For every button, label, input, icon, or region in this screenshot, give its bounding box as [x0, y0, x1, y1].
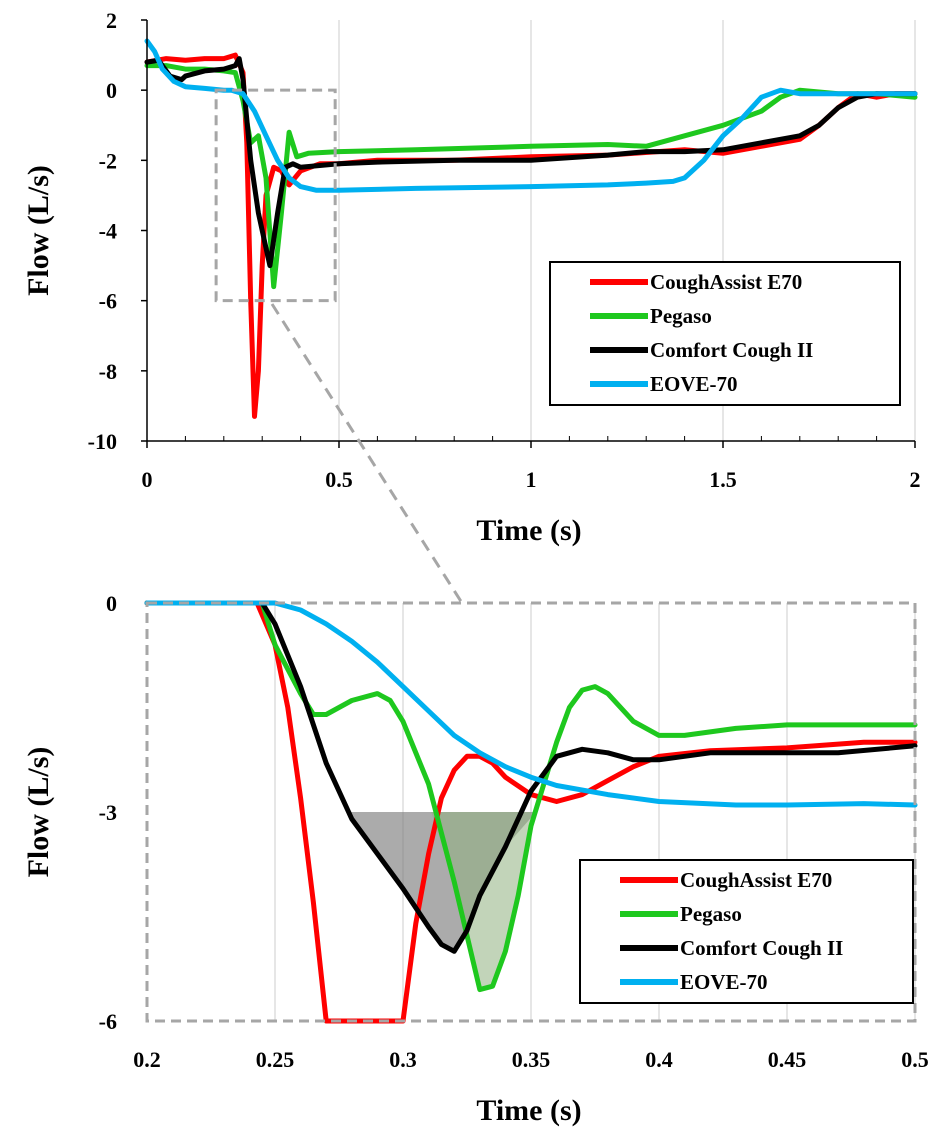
y-tick-label: -8: [99, 359, 117, 384]
x-tick-label: 0: [142, 467, 153, 492]
y-tick-label: -6: [99, 289, 117, 314]
x-tick-label: 1: [526, 467, 537, 492]
legend-label: CoughAssist E70: [650, 270, 802, 294]
y-tick-label: -3: [99, 800, 117, 825]
zoom-connector: [270, 303, 464, 604]
y-tick-label: -6: [99, 1009, 117, 1034]
x-tick-label: 0.3: [389, 1047, 417, 1072]
legend-label: CoughAssist E70: [680, 868, 832, 892]
x-tick-label: 0.4: [645, 1047, 673, 1072]
x-tick-label: 0.2: [133, 1047, 161, 1072]
series-line-comfort-cough-ii: [144, 56, 918, 269]
y-tick-label: 2: [106, 8, 117, 33]
bottom-chart: 0 -3 -6 0.2 0.25 0.3 0.35 0.4 0.45 0.5 Time (s) Flo…: [22, 591, 929, 1127]
y-tick-label: -2: [99, 148, 117, 173]
series-line-eove-70: [144, 600, 918, 808]
y-tick-label: 0: [106, 591, 117, 616]
series-line-pegaso: [144, 600, 918, 993]
x-tick-label: 0.5: [325, 467, 353, 492]
series-line-pegaso: [144, 63, 918, 290]
y-tick-label: 0: [106, 78, 117, 103]
legend: CoughAssist E70 Pegaso Comfort Cough II EOV…: [579, 859, 914, 1004]
zoom-panel-frame: [145, 601, 917, 1023]
legend-label: Comfort Cough II: [680, 936, 843, 960]
legend: CoughAssist E70 Pegaso Comfort Cough II EOV…: [549, 261, 901, 406]
x-tick-label: 2: [910, 467, 921, 492]
series-line-eove-70: [144, 38, 918, 193]
series-line-comfort-cough-ii: [144, 600, 918, 954]
y-axis-title: Flow (L/s): [22, 747, 55, 878]
zoom-region-box: [214, 88, 337, 303]
y-tick-label: -10: [88, 429, 117, 454]
legend-label: EOVE-70: [680, 970, 768, 994]
zoom-connector-line: [270, 303, 464, 604]
x-axis-title: Time (s): [476, 514, 581, 547]
legend-label: Pegaso: [650, 304, 712, 328]
top-chart: 2 0 -2 -4 -6 -8 -10 0 0.5 1 1.5 2 Time (s) Flow (L/s)…: [22, 8, 921, 547]
x-tick-label: 0.25: [256, 1047, 295, 1072]
legend-label: EOVE-70: [650, 372, 738, 396]
y-axis-title: Flow (L/s): [22, 165, 55, 296]
x-tick-label: 1.5: [709, 467, 737, 492]
legend-label: Pegaso: [680, 902, 742, 926]
y-tick-label: -4: [99, 219, 117, 244]
x-tick-label: 0.45: [768, 1047, 807, 1072]
x-axis-title: Time (s): [476, 1094, 581, 1127]
legend-label: Comfort Cough II: [650, 338, 813, 362]
x-tick-label: 0.5: [901, 1047, 929, 1072]
x-tick-label: 0.35: [512, 1047, 551, 1072]
